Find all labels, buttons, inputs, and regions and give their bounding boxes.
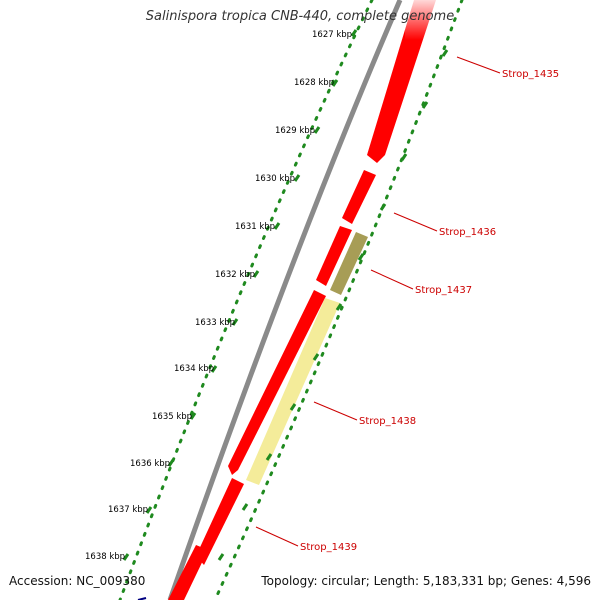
ruler-tick-label: 1632 kbp xyxy=(215,270,255,280)
gene-label-strop-1436[interactable]: Strop_1436 xyxy=(439,227,496,238)
ruler-tick-label: 1631 kbp xyxy=(235,222,275,232)
ruler-tick-label: 1633 kbp xyxy=(195,318,235,328)
cds-arrow xyxy=(367,0,436,163)
gene-labels: Strop_1435 Strop_1436 Strop_1437 Strop_1… xyxy=(300,69,559,553)
ruler-tick-label: 1630 kbp xyxy=(255,174,295,184)
cds-arrow xyxy=(342,170,376,224)
genome-backbone xyxy=(166,0,404,600)
ruler-tick-label: 1638 kbp xyxy=(85,552,125,562)
map-title: Salinispora tropica CNB-440, complete ge… xyxy=(145,9,455,24)
left-tick-marks xyxy=(122,29,358,561)
ruler-tick-label: 1629 kbp xyxy=(275,126,315,136)
cds-arrow xyxy=(168,545,208,600)
gene-label-leaders xyxy=(255,56,501,547)
ruler-tick-labels: 1627 kbp 1628 kbp 1629 kbp 1630 kbp 1631… xyxy=(85,30,352,562)
ruler-tick-label: 1634 kbp xyxy=(174,364,214,374)
gene-label-strop-1439[interactable]: Strop_1439 xyxy=(300,542,357,553)
cds-arrow xyxy=(228,290,326,475)
ruler-tick-label: 1637 kbp xyxy=(108,505,148,515)
gene-label-strop-1438[interactable]: Strop_1438 xyxy=(359,416,416,427)
genome-summary-text: Topology: circular; Length: 5,183,331 bp… xyxy=(261,574,591,588)
accession-text: Accession: NC_009380 xyxy=(9,574,146,588)
cds-arrow xyxy=(316,226,352,286)
cds-arrow xyxy=(196,478,244,565)
right-tick-marks xyxy=(217,49,449,561)
feature-strop-1437 xyxy=(330,232,368,295)
gene-label-strop-1435[interactable]: Strop_1435 xyxy=(502,69,559,80)
ruler-tick-label: 1628 kbp xyxy=(294,78,334,88)
feature-strop-1438 xyxy=(246,298,340,485)
right-ruler-dots xyxy=(213,0,464,600)
left-ruler-dots xyxy=(118,0,374,600)
ruler-tick-label: 1636 kbp xyxy=(130,459,170,469)
fade-overlay xyxy=(405,0,445,40)
ruler-tick-label: 1635 kbp xyxy=(152,412,192,422)
cds-track xyxy=(168,0,436,600)
genome-backbone-line xyxy=(167,0,403,600)
gene-label-strop-1437[interactable]: Strop_1437 xyxy=(415,285,472,296)
ruler-tick-label: 1627 kbp xyxy=(312,30,352,40)
